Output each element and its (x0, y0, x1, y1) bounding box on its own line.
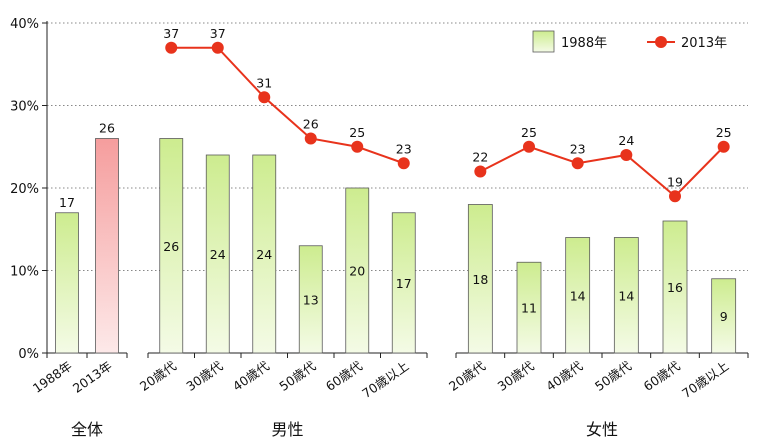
x-tick-label: 50歳代 (592, 358, 635, 394)
data-label: 37 (163, 26, 179, 41)
data-label: 9 (720, 309, 728, 324)
bar (613, 237, 639, 354)
series-line-2013 (479, 145, 725, 198)
data-label: 13 (303, 292, 319, 307)
data-label: 24 (256, 247, 272, 262)
data-label: 24 (210, 247, 226, 262)
bar (205, 154, 230, 354)
line-point (351, 140, 364, 153)
line-point (717, 140, 730, 153)
bar (95, 138, 119, 354)
y-tick-label: 10% (10, 265, 39, 280)
bar (159, 138, 184, 354)
line-point (258, 91, 271, 104)
y-tick-label: 20% (10, 182, 39, 197)
bar (391, 212, 416, 354)
axes (42, 21, 749, 358)
x-tick-label: 30歳代 (495, 358, 538, 394)
bar (565, 237, 591, 354)
data-label: 23 (570, 141, 586, 156)
legend-marker-2013 (655, 36, 667, 48)
data-label: 26 (163, 239, 179, 254)
x-tick-label: 70歳以上 (679, 358, 731, 401)
bar (467, 204, 493, 354)
legend-label-2013: 2013年 (681, 36, 727, 51)
line-point (620, 149, 633, 161)
y-tick-label: 0% (18, 347, 39, 362)
group-label: 女性 (586, 420, 618, 439)
bar (516, 261, 542, 354)
group-label: 男性 (271, 420, 303, 439)
series-line-2013 (171, 46, 405, 165)
bar (711, 278, 737, 354)
line-point (571, 157, 584, 170)
data-label: 22 (472, 150, 488, 165)
x-tick-label: 70歳以上 (359, 358, 411, 401)
data-label: 37 (210, 26, 226, 41)
line-point (397, 157, 410, 170)
line-point (474, 165, 487, 178)
data-label: 25 (349, 125, 365, 140)
data-label: 14 (570, 288, 586, 303)
legend-swatch-1988 (532, 30, 555, 53)
y-tick-label: 30% (10, 100, 39, 115)
bar (662, 220, 688, 354)
data-label: 19 (667, 174, 683, 189)
data-label: 16 (667, 280, 683, 295)
data-label: 26 (303, 117, 319, 132)
bar (345, 187, 370, 354)
x-tick-label: 30歳代 (183, 358, 226, 394)
bar (298, 245, 323, 354)
bar (252, 154, 277, 354)
y-tick-label: 40% (10, 17, 39, 32)
data-label: 25 (716, 125, 732, 140)
x-tick-label: 1988年 (30, 358, 75, 396)
x-tick-label: 2013年 (70, 358, 115, 396)
data-label: 24 (618, 133, 634, 148)
data-label: 17 (396, 276, 412, 291)
bar (55, 212, 79, 354)
bars (55, 138, 737, 354)
data-label: 25 (521, 125, 537, 140)
data-label: 17 (59, 195, 75, 210)
x-tick-label: 60歳代 (641, 358, 684, 394)
data-label: 11 (521, 301, 537, 316)
legend-label-1988: 1988年 (561, 36, 607, 51)
line-point (523, 140, 535, 153)
data-label: 20 (349, 264, 365, 279)
line-point (304, 132, 317, 145)
data-label: 31 (256, 75, 272, 90)
line-point (165, 41, 178, 54)
x-tick-label: 50歳代 (276, 358, 319, 394)
group-label: 全体 (71, 420, 103, 439)
x-tick-label: 40歳代 (230, 358, 273, 394)
line-point (211, 41, 224, 54)
x-tick-label: 20歳代 (137, 358, 180, 394)
data-label: 14 (618, 288, 634, 303)
data-label: 18 (472, 272, 488, 287)
data-label: 23 (396, 141, 412, 156)
x-tick-label: 20歳代 (446, 358, 489, 394)
line-point (669, 190, 681, 203)
x-tick-label: 40歳代 (543, 358, 586, 394)
legend: 1988年 2013年 (532, 30, 727, 53)
lines (165, 41, 730, 203)
data-label: 26 (99, 121, 115, 136)
